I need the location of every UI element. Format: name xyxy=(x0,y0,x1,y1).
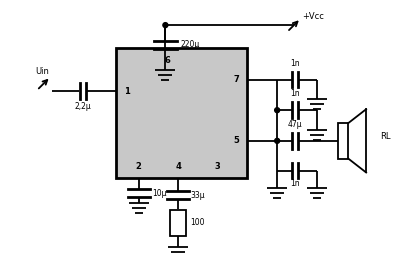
Text: 10μ: 10μ xyxy=(152,189,167,198)
Text: +Vcc: +Vcc xyxy=(302,12,324,21)
Text: 6: 6 xyxy=(164,56,170,65)
Bar xyxy=(338,123,348,159)
Text: 1n: 1n xyxy=(290,59,300,68)
Text: 1n: 1n xyxy=(290,89,300,98)
Text: 220μ: 220μ xyxy=(180,40,200,50)
Bar xyxy=(116,48,248,178)
Text: 33μ: 33μ xyxy=(190,191,205,200)
Text: 7: 7 xyxy=(234,75,240,84)
Text: 5: 5 xyxy=(234,136,240,145)
Bar xyxy=(170,210,186,236)
Text: 100: 100 xyxy=(190,218,205,227)
Text: 47μ: 47μ xyxy=(288,120,302,129)
Text: 1: 1 xyxy=(124,87,130,96)
Text: 3: 3 xyxy=(215,162,221,170)
Text: Uin: Uin xyxy=(35,67,49,76)
Text: RL: RL xyxy=(380,132,390,141)
Text: 2: 2 xyxy=(136,162,142,170)
Circle shape xyxy=(163,23,168,28)
Circle shape xyxy=(275,108,280,113)
Text: 4: 4 xyxy=(175,162,181,170)
Text: 2,2μ: 2,2μ xyxy=(75,102,92,111)
Circle shape xyxy=(275,138,280,143)
Text: 1n: 1n xyxy=(290,179,300,188)
